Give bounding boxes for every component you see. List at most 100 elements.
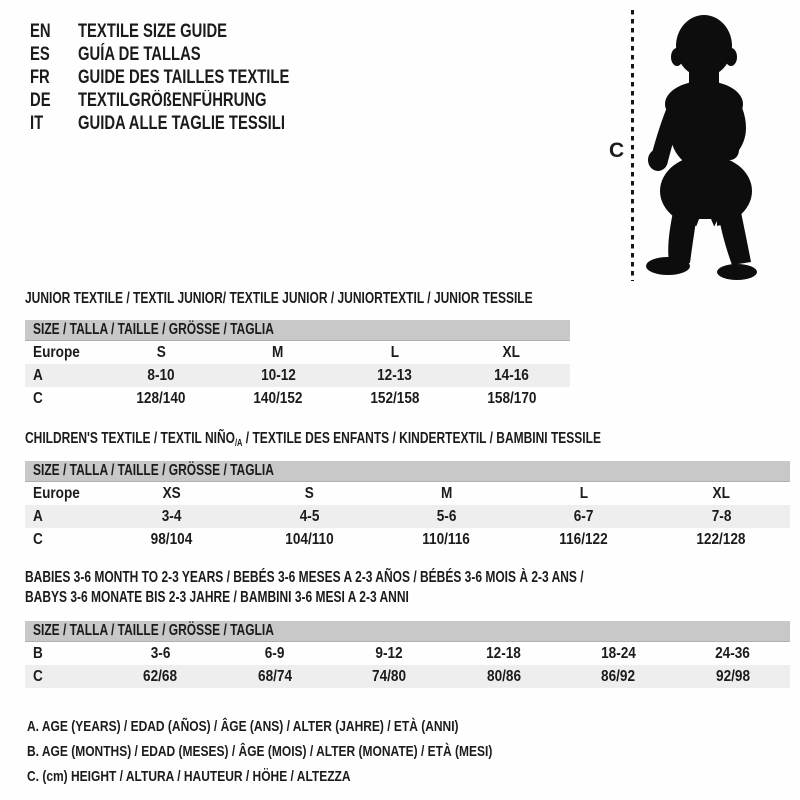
table-row-age: A 8-10 10-12 12-13 14-16 <box>25 364 570 387</box>
cell-text: 140/152 <box>253 389 303 407</box>
table-row-age-months: B 3-6 6-9 9-12 12-18 18-24 24-36 <box>25 642 790 665</box>
row-label-text: Europe <box>33 484 80 502</box>
table-cell: 7-8 <box>653 508 790 526</box>
language-row: IT GUIDA ALLE TAGLIE TESSILI <box>30 112 349 135</box>
table-row-height: C 128/140 140/152 152/158 158/170 <box>25 387 570 410</box>
cell-text: 80/86 <box>486 667 521 685</box>
cell-text: 5-6 <box>436 507 457 525</box>
language-row: ES GUÍA DE TALLAS <box>30 44 349 67</box>
table-cell: 9-12 <box>332 645 447 663</box>
table-cell: 92/98 <box>676 668 791 686</box>
table-cell: 80/86 <box>447 668 562 686</box>
cell-text: 6-7 <box>574 507 594 525</box>
language-title-text: GUIDE DES TAILLES TEXTILE <box>78 66 290 88</box>
height-measure-dashed-line <box>631 10 634 281</box>
language-code-text: EN <box>30 21 51 43</box>
cell-text: 10-12 <box>260 366 296 384</box>
language-row: FR GUIDE DES TAILLES TEXTILE <box>30 67 349 90</box>
table-cell: 116/122 <box>515 531 652 549</box>
language-title: GUÍA DE TALLAS <box>78 44 235 66</box>
cell-text: 9-12 <box>375 644 403 662</box>
row-label-text: A <box>33 366 43 384</box>
table-row-europe: Europe XS S M L XL <box>25 482 790 505</box>
language-title-text: TEXTILGRÖßENFÜHRUNG <box>78 89 267 111</box>
table-cell: 10-12 <box>220 367 337 385</box>
row-label: C <box>25 390 103 408</box>
cell-text: 104/110 <box>284 530 334 548</box>
cell-text: 12-18 <box>486 644 522 662</box>
table-cell: S <box>103 344 220 362</box>
size-table-header-text: SIZE / TALLA / TAILLE / GRÖSSE / TAGLIA <box>33 321 274 338</box>
table-cell: 14-16 <box>453 367 570 385</box>
table-cell: 104/110 <box>240 531 377 549</box>
table-cell: 158/170 <box>453 390 570 408</box>
cell-text: M <box>440 484 453 502</box>
cell-text: XL <box>502 343 521 361</box>
title-subscript: /A <box>234 438 243 449</box>
cell-text: 14-16 <box>494 366 530 384</box>
cell-text: 122/128 <box>696 530 746 548</box>
table-cell: 12-18 <box>447 645 562 663</box>
cell-text: 7-8 <box>711 507 732 525</box>
footnote-text: B. AGE (MONTHS) / EDAD (MESES) / ÂGE (MO… <box>27 743 493 760</box>
footnote-b: B. AGE (MONTHS) / EDAD (MESES) / ÂGE (MO… <box>27 739 609 764</box>
table-row-height: C 62/68 68/74 74/80 80/86 86/92 92/98 <box>25 665 790 688</box>
size-table-babies: SIZE / TALLA / TAILLE / GRÖSSE / TAGLIA … <box>25 621 790 688</box>
language-title-text: GUIDA ALLE TAGLIE TESSILI <box>78 112 285 134</box>
section-title-junior: JUNIOR TEXTILE / TEXTIL JUNIOR/ TEXTILE … <box>25 289 702 309</box>
section-title-babies: BABIES 3-6 MONTH TO 2-3 YEARS / BEBÉS 3-… <box>25 568 770 608</box>
figure-height-label-text: C <box>609 139 625 162</box>
cell-text: 12-13 <box>377 366 413 384</box>
footnote-legend: A. AGE (YEARS) / EDAD (AÑOS) / ÂGE (ANS)… <box>27 714 609 789</box>
table-cell: 98/104 <box>103 531 240 549</box>
language-code-text: IT <box>30 112 44 134</box>
language-title-block: EN TEXTILE SIZE GUIDE ES GUÍA DE TALLAS … <box>30 21 349 135</box>
table-cell: 8-10 <box>103 367 220 385</box>
section-title-text: JUNIOR TEXTILE / TEXTIL JUNIOR/ TEXTILE … <box>25 290 533 307</box>
table-row-age: A 3-4 4-5 5-6 6-7 7-8 <box>25 505 790 528</box>
cell-text: 3-6 <box>150 644 171 662</box>
row-label-text: B <box>33 644 43 662</box>
row-label: Europe <box>25 344 103 362</box>
language-code: IT <box>30 113 78 135</box>
cell-text: 62/68 <box>143 667 178 685</box>
table-cell: 128/140 <box>103 390 220 408</box>
language-title: GUIDA ALLE TAGLIE TESSILI <box>78 113 343 135</box>
size-table-junior: SIZE / TALLA / TAILLE / GRÖSSE / TAGLIA … <box>25 320 570 410</box>
table-cell: 12-13 <box>337 367 454 385</box>
row-label: C <box>25 531 103 549</box>
language-code: DE <box>30 90 78 112</box>
size-table-header: SIZE / TALLA / TAILLE / GRÖSSE / TAGLIA <box>25 621 790 642</box>
cell-text: 110/116 <box>422 530 471 548</box>
table-cell: M <box>220 344 337 362</box>
cell-text: 24-36 <box>715 644 751 662</box>
language-code: EN <box>30 21 78 43</box>
table-cell: 140/152 <box>220 390 337 408</box>
cell-text: 152/158 <box>370 389 420 407</box>
table-cell: XS <box>103 485 240 503</box>
cell-text: S <box>304 484 314 502</box>
row-label: B <box>25 645 103 663</box>
table-cell: 152/158 <box>337 390 454 408</box>
section-title-text: CHILDREN'S TEXTILE / TEXTIL NIÑO/A / TEX… <box>25 429 601 451</box>
language-title: TEXTILE SIZE GUIDE <box>78 21 269 43</box>
table-cell: 18-24 <box>561 645 676 663</box>
row-label-text: C <box>33 530 43 548</box>
section-title-children: CHILDREN'S TEXTILE / TEXTIL NIÑO/A / TEX… <box>25 429 793 451</box>
language-title: GUIDE DES TAILLES TEXTILE <box>78 67 349 89</box>
row-label-text: A <box>33 507 43 525</box>
cell-text: 98/104 <box>150 530 193 548</box>
cell-text: L <box>390 343 400 361</box>
cell-text: 3-4 <box>161 507 182 525</box>
size-table-header: SIZE / TALLA / TAILLE / GRÖSSE / TAGLIA <box>25 320 570 341</box>
table-cell: 62/68 <box>103 668 218 686</box>
table-cell: XL <box>653 485 790 503</box>
table-cell: 74/80 <box>332 668 447 686</box>
footnote-c: C. (cm) HEIGHT / ALTURA / HAUTEUR / HÖHE… <box>27 764 609 789</box>
cell-text: L <box>579 484 589 502</box>
row-label: C <box>25 668 103 686</box>
table-cell: 110/116 <box>378 531 515 549</box>
cell-text: XS <box>162 484 181 502</box>
row-label-text: C <box>33 667 43 685</box>
